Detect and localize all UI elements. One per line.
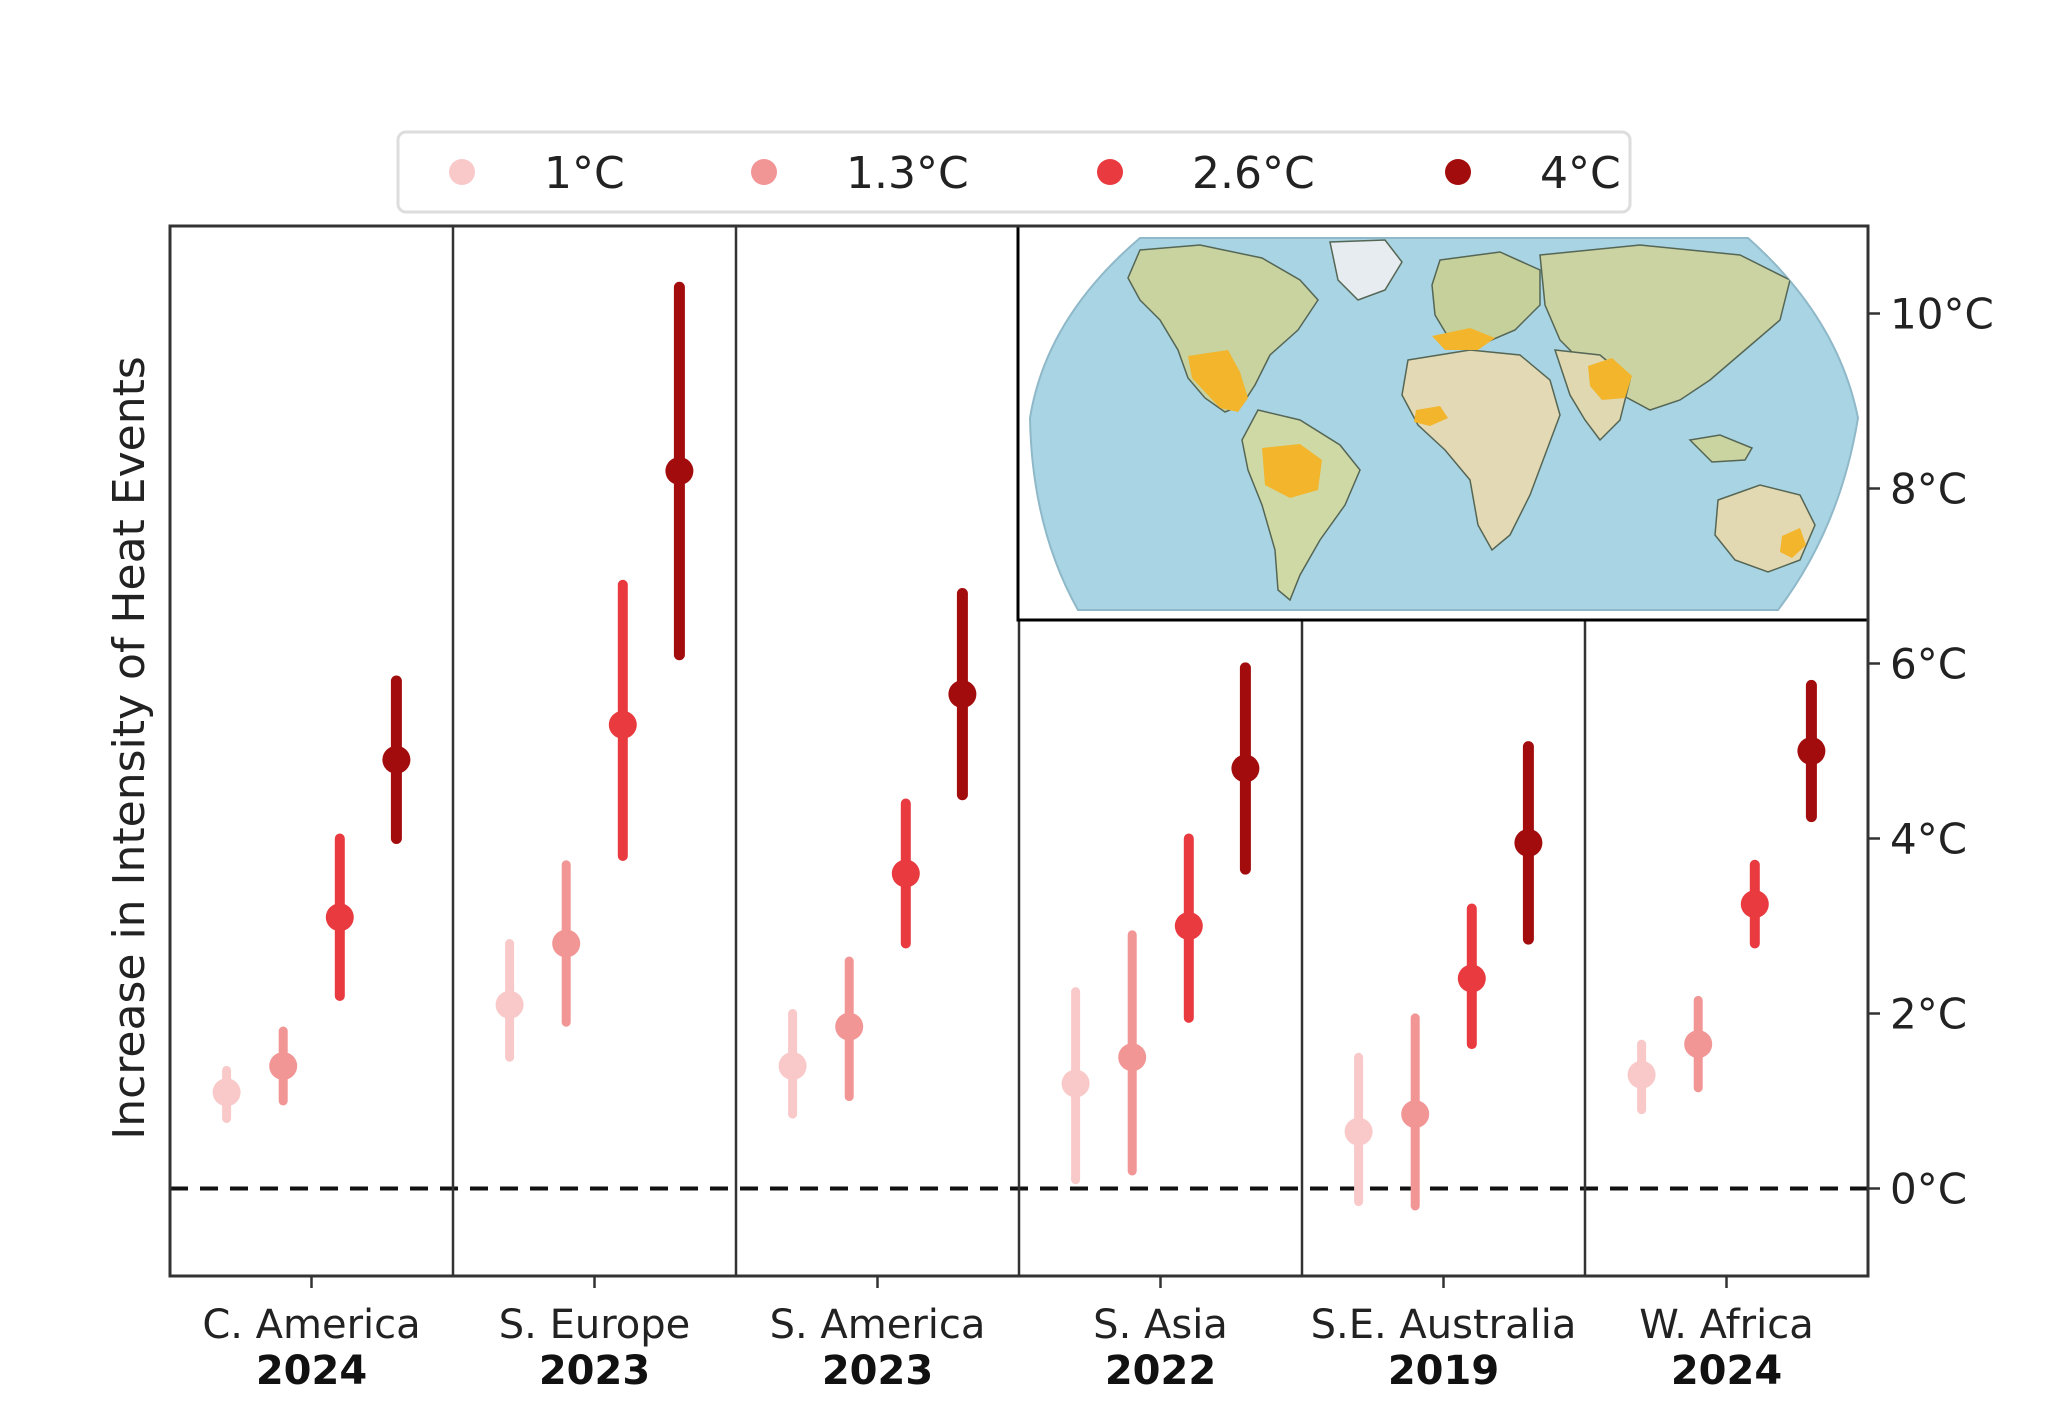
x-tick-label-year: 2019 [1388,1348,1499,1394]
data-point [1344,1117,1373,1146]
x-tick-label-year: 2024 [256,1348,367,1394]
data-point [1061,1069,1090,1098]
y-tick-label: 10°C [1890,290,1994,339]
data-point [552,929,581,958]
data-point [1401,1100,1430,1129]
data-point [891,859,920,888]
region-se-australia [1780,528,1806,558]
x-tick-label-region: C. America [202,1302,420,1348]
data-point [1740,890,1769,919]
y-tick-label: 6°C [1890,640,1967,689]
y-tick-label: 4°C [1890,815,1967,864]
legend-marker [449,159,475,185]
y-tick-label: 0°C [1890,1165,1967,1214]
x-tick-label-region: S. America [770,1302,986,1348]
legend-label: 4°C [1540,148,1621,199]
legend-marker [1445,159,1471,185]
y-tick-label: 2°C [1890,990,1967,1039]
region-w-africa [1414,406,1448,426]
data-point [1231,754,1260,783]
data-point [1118,1043,1147,1072]
region-c-america [1188,350,1248,412]
legend-marker [751,159,777,185]
data-point [1514,828,1543,857]
europe [1431,251,1541,346]
data-point [1174,912,1203,940]
world-map-inset [1016,224,1870,622]
x-tick-label-year: 2022 [1105,1348,1216,1394]
data-point [608,710,637,739]
data-point [665,457,694,485]
data-point [269,1052,298,1080]
data-point [325,903,354,932]
data-point [1797,737,1826,765]
africa [1401,349,1561,552]
legend-marker [1097,159,1123,185]
legend-box [396,130,1632,214]
x-tick-label-region: S. Asia [1093,1302,1228,1348]
x-tick-label-year: 2023 [822,1348,933,1394]
legend-label: 1°C [544,148,625,199]
x-tick-label-year: 2023 [539,1348,650,1394]
data-point [212,1078,241,1107]
region-s-america [1262,444,1322,498]
data-point [495,990,524,1019]
legend: 1°C 1.3°C 2.6°C 4°C [396,130,1632,214]
greenland [1329,239,1403,301]
data-point [778,1052,807,1080]
region-s-asia [1588,358,1632,400]
x-tick-label-region: W. Africa [1639,1302,1813,1348]
axes-frame [168,224,1870,1278]
se-asia [1688,434,1754,463]
x-tick-label-year: 2024 [1671,1348,1782,1394]
y-axis-label: Increase in Intensity of Heat Events [104,356,155,1140]
data-point [835,1012,864,1041]
data-point [1684,1030,1713,1059]
x-tick-label-region: S. Europe [499,1302,690,1348]
legend-label: 2.6°C [1192,148,1315,199]
y-tick-label: 8°C [1890,465,1967,514]
legend-label: 1.3°C [846,148,969,199]
region-s-europe [1432,328,1495,350]
data-point [1457,964,1486,993]
data-point [948,680,977,709]
data-point [1627,1060,1656,1089]
x-tick-label-region: S.E. Australia [1311,1302,1577,1348]
data-point [382,745,411,774]
